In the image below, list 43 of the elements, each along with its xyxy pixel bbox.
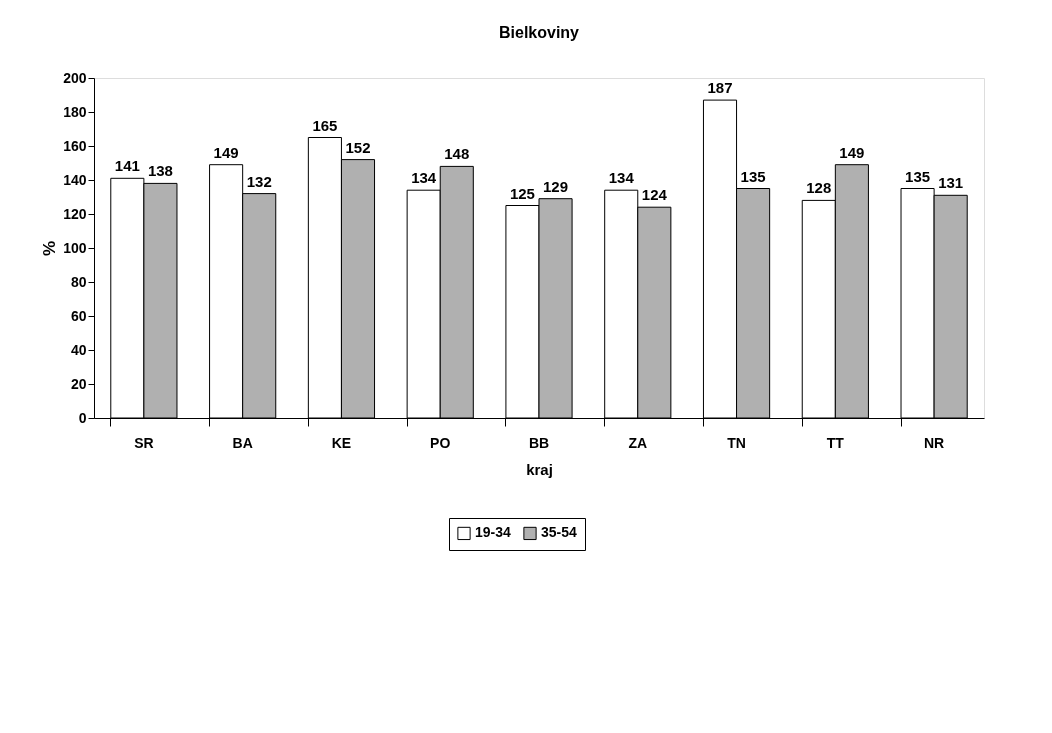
data-label: 141 bbox=[114, 157, 140, 175]
x-tick-label: TT bbox=[826, 434, 845, 451]
data-label: 135 bbox=[905, 167, 931, 185]
x-tick-label: SR bbox=[134, 434, 154, 451]
y-tick-label: 140 bbox=[63, 171, 87, 188]
x-axis-title: kraj bbox=[526, 460, 553, 478]
y-axis-title: % bbox=[40, 240, 60, 257]
y-tick-label: 40 bbox=[70, 341, 87, 358]
x-tick-label: TN bbox=[727, 434, 746, 451]
data-label: 138 bbox=[147, 162, 173, 180]
data-label: 187 bbox=[707, 79, 733, 97]
x-tick-label: PO bbox=[430, 434, 451, 451]
y-tick-label: 20 bbox=[70, 375, 87, 392]
data-label: 148 bbox=[444, 145, 470, 163]
x-tick-label: KE bbox=[331, 434, 352, 451]
y-tick-label: 100 bbox=[63, 239, 87, 256]
x-tick-label: NR bbox=[924, 434, 945, 451]
y-tick-label: 80 bbox=[70, 273, 87, 290]
data-label: 124 bbox=[641, 186, 668, 204]
data-label: 152 bbox=[345, 138, 371, 156]
data-label: 125 bbox=[509, 184, 535, 202]
data-label: 149 bbox=[839, 143, 865, 161]
y-tick-label: 120 bbox=[63, 205, 87, 222]
x-tick-label: ZA bbox=[628, 434, 648, 451]
data-label: 134 bbox=[411, 169, 437, 187]
data-label: 165 bbox=[312, 116, 338, 134]
x-tick-label: BB bbox=[528, 434, 550, 451]
data-label: 128 bbox=[806, 179, 832, 197]
data-label: 132 bbox=[246, 172, 272, 190]
x-tick-label: BA bbox=[232, 434, 253, 451]
y-tick-label: 160 bbox=[63, 137, 87, 154]
legend-label: 19-34 bbox=[475, 524, 512, 541]
y-tick-label: 180 bbox=[63, 103, 87, 120]
data-label: 135 bbox=[740, 167, 766, 185]
data-label: 134 bbox=[608, 169, 635, 187]
data-label: 131 bbox=[938, 174, 964, 192]
data-label: 129 bbox=[543, 177, 569, 195]
y-tick-label: 200 bbox=[63, 69, 87, 86]
legend-label: 35-54 bbox=[541, 524, 578, 541]
chart-title: Bielkoviny bbox=[498, 24, 580, 41]
y-tick-label: 0 bbox=[78, 409, 87, 426]
data-label: 149 bbox=[213, 143, 239, 161]
y-tick-label: 60 bbox=[70, 307, 87, 324]
